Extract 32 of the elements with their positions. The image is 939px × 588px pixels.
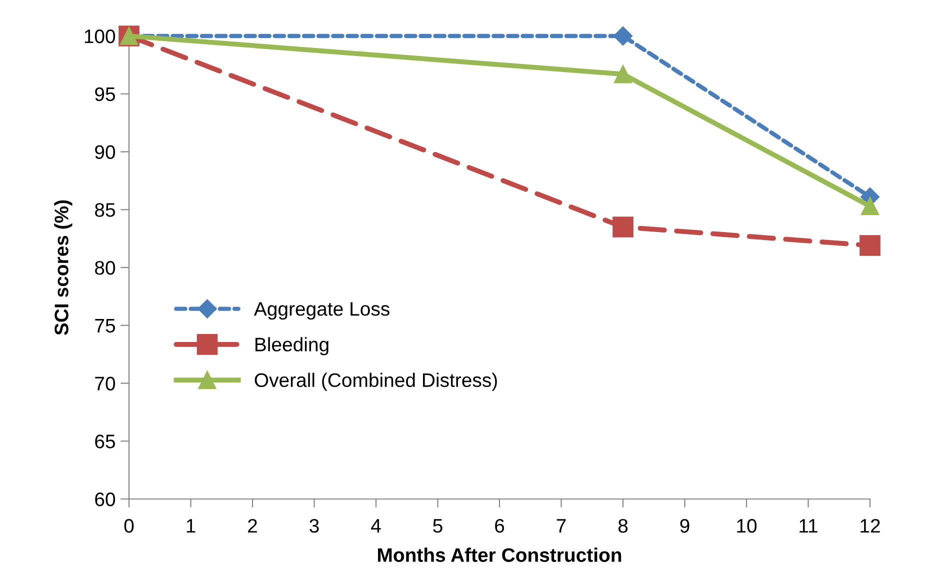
legend-label: Overall (Combined Distress): [254, 372, 497, 391]
y-tick-label: 70: [95, 376, 116, 390]
x-tick-label: 6: [495, 518, 504, 533]
x-tick-label: 11: [800, 519, 818, 533]
x-tick-label: 9: [680, 518, 690, 533]
point: [614, 65, 632, 84]
y-tick-label: 100: [84, 29, 116, 44]
x-tick-label: 4: [371, 519, 381, 533]
x-tick-label: 3: [310, 518, 319, 533]
x-tick-label: 7: [556, 519, 566, 533]
point: [613, 26, 633, 46]
y-tick-label: 65: [95, 434, 115, 448]
x-tick-label: 12: [860, 518, 880, 533]
y-tick-label: 80: [95, 260, 116, 275]
point: [612, 216, 634, 238]
y-tick-label: 95: [95, 87, 115, 102]
x-tick-label: 5: [433, 519, 442, 533]
x-tick-label: 2: [248, 518, 257, 533]
x-tick-label: 10: [737, 518, 757, 533]
x-tick-label: 0: [124, 518, 134, 533]
x-axis-title: Months After Construction: [378, 548, 622, 562]
legend-label: Bleeding: [256, 337, 328, 356]
y-tick-label: 60: [95, 492, 116, 506]
legend-label: Aggregate Loss: [254, 302, 390, 320]
y-tick-label: 75: [95, 319, 115, 333]
x-tick-label: 8: [618, 518, 628, 533]
y-tick-label: 90: [95, 145, 116, 159]
y-axis-title: SCI scores (%): [54, 200, 72, 336]
x-tick-label: 1: [186, 519, 196, 533]
point: [860, 235, 880, 256]
point: [860, 197, 880, 216]
y-tick-label: 85: [95, 203, 115, 217]
